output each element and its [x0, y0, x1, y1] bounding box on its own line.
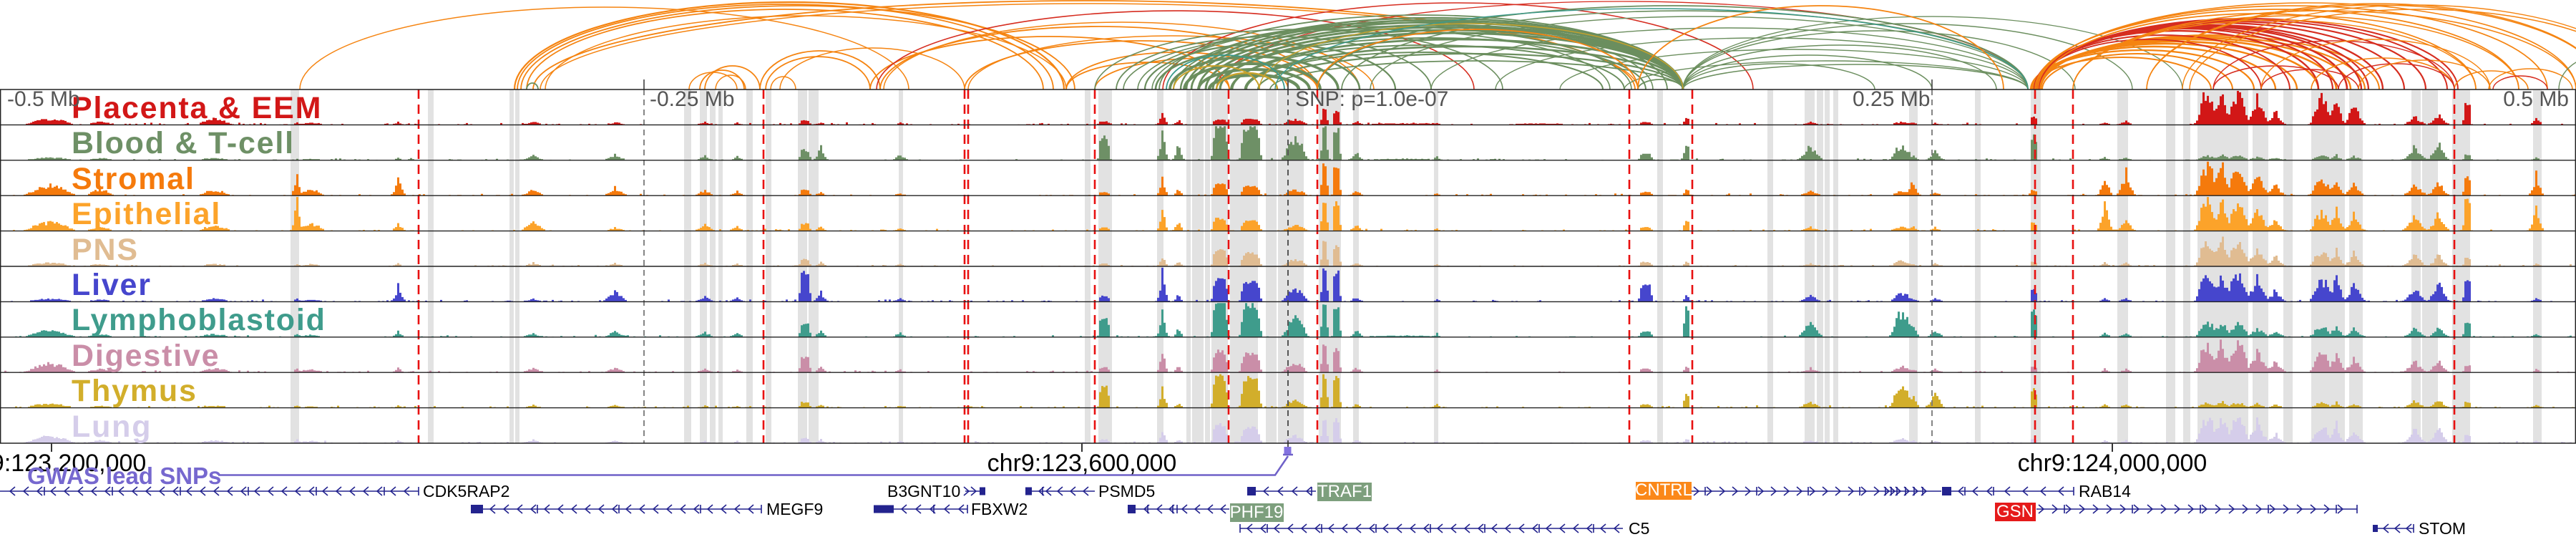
svg-text:FBXW2: FBXW2 [971, 500, 1028, 518]
svg-text:chr9:124,000,000: chr9:124,000,000 [2018, 450, 2207, 477]
svg-text:SNP: p=1.0e-07: SNP: p=1.0e-07 [1295, 87, 1448, 111]
svg-text:-0.25 Mb: -0.25 Mb [650, 87, 734, 111]
svg-text:Liver: Liver [72, 268, 152, 302]
svg-text:CDK5RAP2: CDK5RAP2 [423, 482, 509, 500]
svg-text:PNS: PNS [72, 233, 139, 267]
svg-text:Lung: Lung [72, 410, 152, 444]
svg-text:CNTRL: CNTRL [1635, 480, 1692, 500]
svg-text:B3GNT10: B3GNT10 [887, 482, 960, 500]
svg-text:chr9:123,600,000: chr9:123,600,000 [987, 450, 1177, 477]
svg-text:chr9:123,200,000: chr9:123,200,000 [0, 450, 146, 477]
svg-text:MEGF9: MEGF9 [766, 500, 823, 518]
svg-text:-0.5 Mb: -0.5 Mb [7, 87, 80, 111]
svg-text:RAB14: RAB14 [2079, 482, 2131, 500]
svg-text:Epithelial: Epithelial [72, 197, 221, 231]
svg-text:GWAS lead SNPs: GWAS lead SNPs [27, 463, 221, 489]
svg-text:GSN: GSN [1996, 502, 2034, 521]
svg-text:TRAF1: TRAF1 [1317, 482, 1372, 501]
svg-text:0.25 Mb: 0.25 Mb [1853, 87, 1930, 111]
svg-text:Placenta & EEM: Placenta & EEM [72, 91, 322, 125]
svg-text:PSMD5: PSMD5 [1098, 482, 1155, 500]
svg-text:Digestive: Digestive [72, 339, 220, 373]
svg-text:STOM: STOM [2419, 519, 2466, 537]
svg-text:Lymphoblastoid: Lymphoblastoid [72, 303, 326, 337]
svg-text:PHF19: PHF19 [1230, 503, 1284, 522]
svg-text:Thymus: Thymus [72, 374, 197, 408]
svg-text:0.5 Mb: 0.5 Mb [2503, 87, 2569, 111]
svg-text:Stromal: Stromal [72, 162, 195, 196]
svg-text:C5: C5 [1629, 519, 1649, 537]
svg-text:Blood & T-cell: Blood & T-cell [72, 126, 295, 160]
